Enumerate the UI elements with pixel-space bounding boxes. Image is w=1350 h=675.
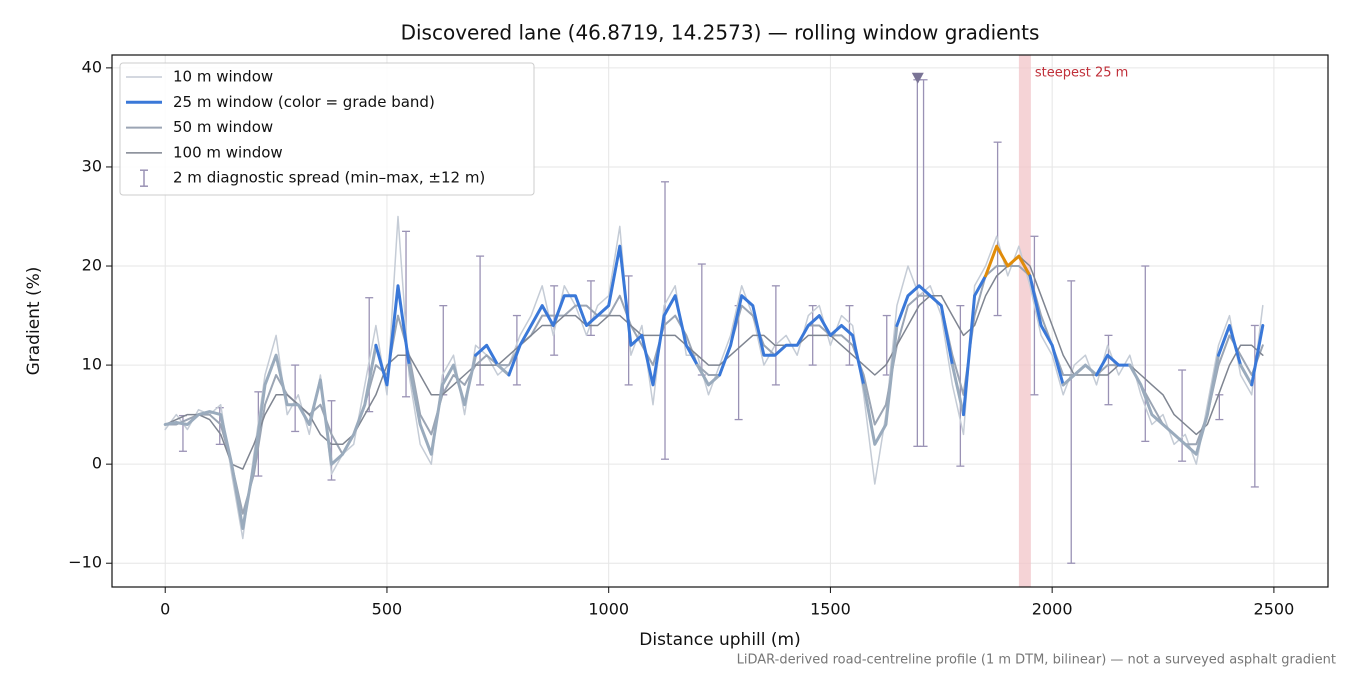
series-line-band	[1250, 324, 1265, 387]
chart-title: Discovered lane (46.8719, 14.2573) — rol…	[401, 21, 1040, 45]
y-tick-label: 0	[92, 454, 102, 473]
y-tick-label: 10	[82, 355, 102, 374]
series-line-band	[895, 284, 954, 367]
legend-label: 10 m window	[173, 68, 273, 86]
highlight-span	[1018, 55, 1031, 587]
axes-frame	[111, 54, 1329, 588]
series-line-band	[1217, 324, 1243, 367]
series-line-band	[496, 363, 511, 377]
x-tick-label: 1000	[588, 600, 629, 619]
series-line	[164, 255, 1264, 470]
x-tick-label: 2500	[1254, 600, 1295, 619]
clip-marker	[911, 72, 924, 84]
series-line-band	[862, 324, 899, 446]
y-tick-label: 30	[82, 156, 102, 175]
x-tick-label: 1500	[810, 600, 851, 619]
legend-label: 50 m window	[173, 118, 273, 136]
series-line-band	[718, 294, 866, 387]
series-line-band	[1239, 363, 1254, 387]
series-line-band	[1028, 274, 1065, 387]
highlight-label: steepest 25 m	[1035, 65, 1128, 80]
series-line-band	[962, 274, 988, 417]
y-tick-label: 40	[82, 57, 102, 76]
series-line-band	[695, 363, 722, 387]
legend-label: 100 m window	[173, 143, 283, 161]
series-line-band	[474, 343, 500, 367]
x-tick-label: 0	[160, 600, 170, 619]
series-line-band	[950, 363, 965, 417]
series-line-band	[1128, 353, 1220, 456]
series-line-band	[163, 343, 378, 530]
x-tick-label: 500	[372, 600, 403, 619]
series-line-band	[1061, 363, 1098, 387]
plot-under	[112, 55, 1328, 587]
legend-box	[119, 62, 535, 196]
series-line-band	[984, 244, 1032, 278]
y-axis-label: Gradient (%)	[24, 267, 44, 376]
x-axis-label: Distance uphill (m)	[639, 630, 800, 650]
x-tick-label: 2000	[1032, 600, 1073, 619]
series-line-band	[1095, 353, 1132, 377]
series-line-band	[507, 244, 699, 387]
series-line-band	[374, 284, 411, 387]
footnote: LiDAR-derived road-centreline profile (1…	[737, 653, 1336, 668]
legend-label: 25 m window (color = grade band)	[173, 93, 435, 111]
series-line-band	[407, 353, 478, 456]
plot-over: 0 500 1000 1500 2000 2500 −10 0 10 20 30 40 steepest…	[68, 57, 1294, 618]
y-tick-label: −10	[68, 553, 102, 572]
legend-label: 2 m diagnostic spread (min–max, ±12 m)	[173, 169, 485, 187]
plot-lines	[163, 72, 1265, 564]
y-tick-label: 20	[82, 256, 102, 275]
